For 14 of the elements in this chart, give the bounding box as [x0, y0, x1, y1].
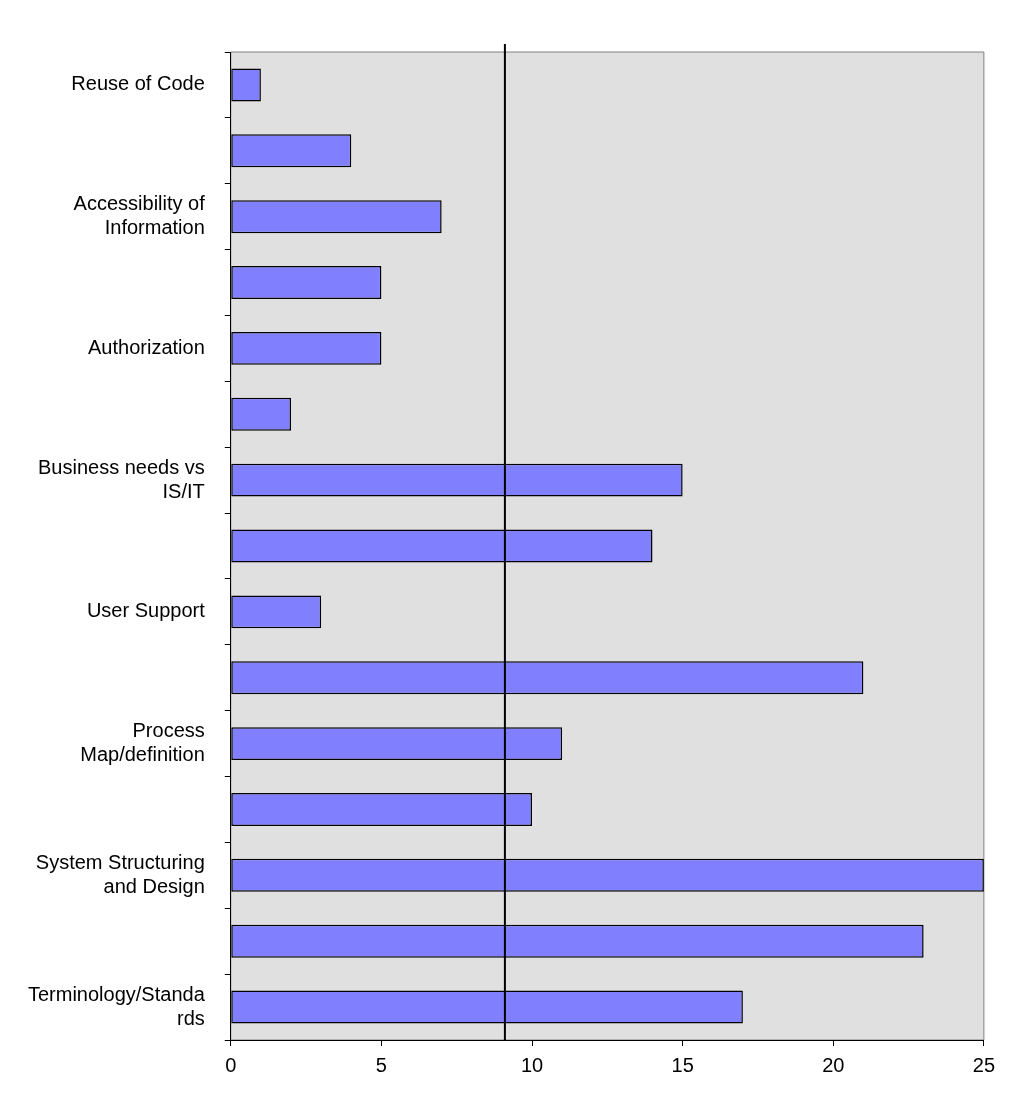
- y-tick-label: User Support: [86, 599, 206, 622]
- y-tick-label: Accessibility of Information: [73, 192, 206, 239]
- y-tick-label: Authorization: [88, 335, 205, 358]
- x-tick-label: 25: [972, 1053, 995, 1076]
- y-tick-label: System Structuring and Design: [35, 850, 205, 897]
- x-tick-label: 15: [671, 1053, 694, 1076]
- y-tick-label: Business needs vs IS/IT: [38, 455, 205, 502]
- x-tick-label: 5: [375, 1053, 387, 1076]
- y-tick-label: Process Map/definition: [80, 719, 205, 766]
- y-tick-label: Reuse of Code: [71, 72, 205, 95]
- x-tick-label: 0: [225, 1053, 237, 1076]
- y-tick-label: Terminology/Standards: [27, 982, 206, 1029]
- x-tick-label: 10: [520, 1053, 544, 1076]
- x-tick-label: 20: [822, 1053, 845, 1076]
